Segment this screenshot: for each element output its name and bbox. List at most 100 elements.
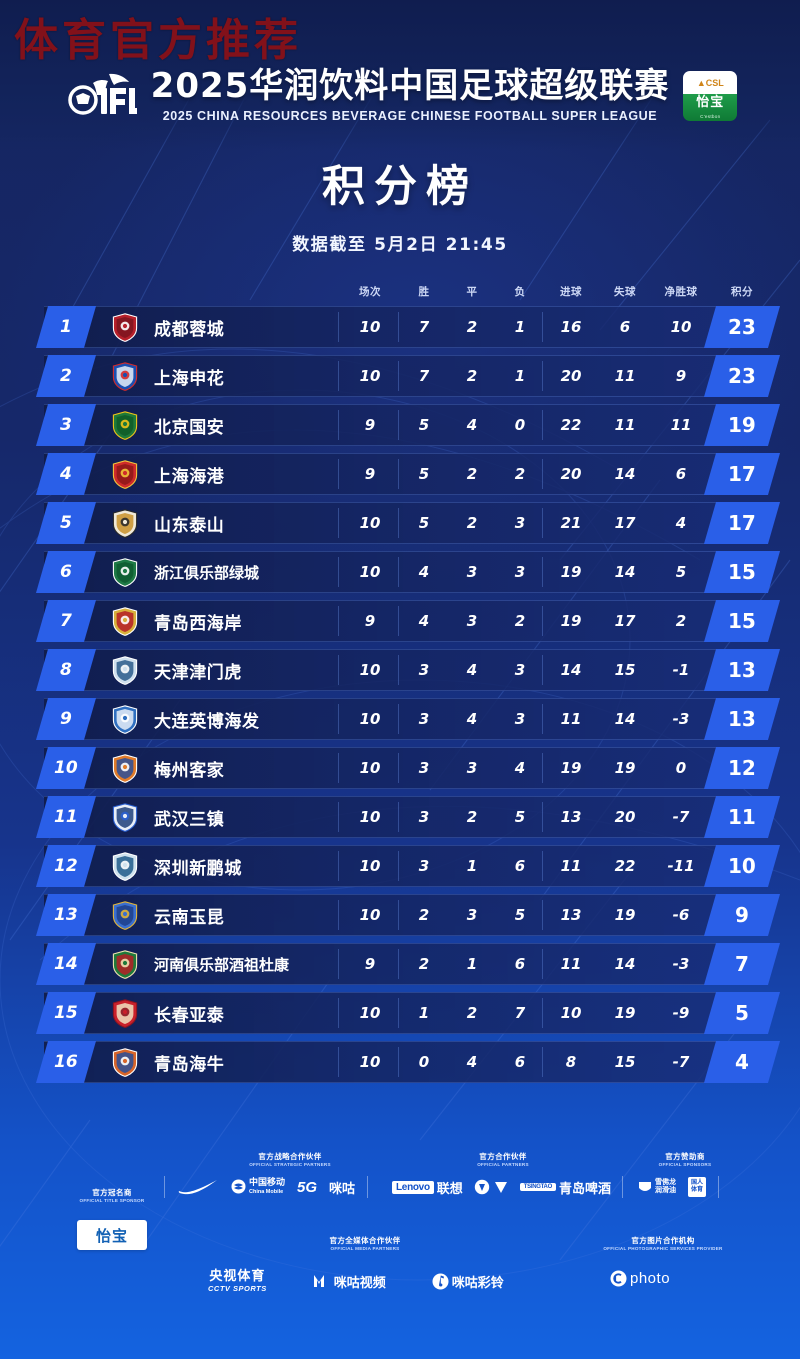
row-divider xyxy=(398,508,399,538)
team-crest xyxy=(102,410,148,440)
points-value: 7 xyxy=(735,952,749,976)
seven-mark-icon xyxy=(494,1182,507,1193)
china-mobile-en: China Mobile xyxy=(249,1188,284,1195)
stat-goals-for: 16 xyxy=(560,318,582,336)
row-background xyxy=(44,1041,756,1083)
team-crest xyxy=(102,802,148,832)
team-name: 云南玉昆 xyxy=(154,907,225,928)
rank-value: 11 xyxy=(54,807,78,827)
stat-played: 9 xyxy=(364,416,376,434)
xuehualong-icon xyxy=(639,1182,651,1191)
table-row[interactable]: 10 梅州客家 10 3 3 4 19 19 0 12 xyxy=(35,747,781,789)
table-row[interactable]: 4 上海海港 9 5 2 2 20 14 6 17 xyxy=(35,453,781,495)
table-row[interactable]: 2 上海申花 10 7 2 1 20 11 9 23 xyxy=(35,355,781,397)
team-name: 成都蓉城 xyxy=(154,319,225,340)
stat-goal-difference: 4 xyxy=(675,514,687,532)
stat-played: 10 xyxy=(359,514,381,532)
row-divider xyxy=(542,900,543,930)
row-divider xyxy=(542,851,543,881)
team-crest xyxy=(102,900,148,930)
points-value: 9 xyxy=(735,903,749,927)
stat-goal-difference: 9 xyxy=(675,367,687,385)
stat-lost: 6 xyxy=(514,857,526,875)
stat-lost: 6 xyxy=(514,1053,526,1071)
row-divider xyxy=(338,361,339,391)
points-value: 17 xyxy=(728,462,756,486)
henan-club-crest xyxy=(112,949,138,979)
guoren-mark: 国人 体育 xyxy=(688,1177,707,1197)
table-row[interactable]: 12 深圳新鹏城 10 3 1 6 11 22 -11 10 xyxy=(35,845,781,887)
stat-won: 3 xyxy=(418,808,430,826)
column-header-won: 胜 xyxy=(418,285,430,298)
points-value: 11 xyxy=(728,805,756,829)
row-background xyxy=(44,551,756,593)
column-header-points: 积分 xyxy=(731,285,753,298)
5g-label: 5G xyxy=(297,1178,318,1196)
table-row[interactable]: 15 长春亚泰 10 1 2 7 10 19 -9 5 xyxy=(35,992,781,1034)
stat-goal-difference: -3 xyxy=(672,710,690,728)
stat-goals-for: 14 xyxy=(560,661,582,679)
table-row[interactable]: 9 大连英博海发 10 3 4 3 11 14 -3 13 xyxy=(35,698,781,740)
stat-goals-for: 21 xyxy=(560,514,582,532)
stat-goals-for: 11 xyxy=(560,710,582,728)
stat-goal-difference: 10 xyxy=(670,318,692,336)
row-divider xyxy=(542,557,543,587)
music-note-icon xyxy=(432,1273,449,1290)
yunnan-yukun-crest xyxy=(112,900,138,930)
stat-won: 4 xyxy=(418,563,430,581)
points-value: 23 xyxy=(728,315,756,339)
row-background xyxy=(44,306,756,348)
watermark-text: 体育官方推荐 xyxy=(14,15,302,66)
stat-lost: 5 xyxy=(514,808,526,826)
column-header-goal-difference: 净胜球 xyxy=(664,285,698,298)
sponsor-footer: 官方战略合作伙伴 OFFICIAL STRATEGIC PARTNERS 官方合… xyxy=(0,1140,800,1359)
points-badge: 5 xyxy=(703,992,781,1034)
table-row[interactable]: 1 成都蓉城 10 7 2 1 16 6 10 23 xyxy=(35,306,781,348)
table-row[interactable]: 13 云南玉昆 10 2 3 5 13 19 -6 9 xyxy=(35,894,781,936)
data-timestamp: 数据截至 5月2日 21:45 xyxy=(292,235,508,255)
team-name: 上海海港 xyxy=(154,466,225,487)
stat-played: 10 xyxy=(359,857,381,875)
table-row[interactable]: 5 山东泰山 10 5 2 3 21 17 4 17 xyxy=(35,502,781,544)
row-background xyxy=(44,845,756,887)
table-row[interactable]: 8 天津津门虎 10 3 4 3 14 15 -1 13 xyxy=(35,649,781,691)
stat-drawn: 1 xyxy=(466,955,478,973)
stat-goals-against: 22 xyxy=(614,857,636,875)
table-row[interactable]: 11 武汉三镇 10 3 2 5 13 20 -7 11 xyxy=(35,796,781,838)
row-divider xyxy=(398,704,399,734)
stat-goals-against: 15 xyxy=(614,1053,636,1071)
league-title-en: 2025 CHINA RESOURCES BEVERAGE CHINESE FO… xyxy=(162,109,658,124)
stat-lost: 6 xyxy=(514,955,526,973)
table-row[interactable]: 3 北京国安 9 5 4 0 22 11 11 19 xyxy=(35,404,781,446)
shanghai-port-crest xyxy=(112,459,138,489)
migu-logo: 咪咕 xyxy=(329,1178,355,1197)
stat-played: 10 xyxy=(359,367,381,385)
yibao-logo-en: C'estbon xyxy=(700,114,721,119)
row-background xyxy=(44,600,756,642)
rank-value: 5 xyxy=(60,513,72,533)
yibao-flame-mark: ▲CSL xyxy=(696,77,724,88)
points-value: 13 xyxy=(728,658,756,682)
cctv-cn: 央视体育 xyxy=(209,1269,266,1284)
table-row[interactable]: 16 青岛海牛 10 0 4 6 8 15 -7 4 xyxy=(35,1041,781,1083)
stat-played: 10 xyxy=(359,808,381,826)
stat-played: 10 xyxy=(359,906,381,924)
stat-lost: 7 xyxy=(514,1004,526,1022)
stat-won: 0 xyxy=(418,1053,430,1071)
stat-won: 7 xyxy=(418,367,430,385)
league-title-cn: 2025华润饮料中国足球超级联赛 xyxy=(150,65,670,106)
table-column-headers: 场次 胜 平 负 进球 失球 净胜球 积分 xyxy=(44,276,756,306)
points-value: 5 xyxy=(735,1001,749,1025)
stat-lost: 5 xyxy=(514,906,526,924)
stat-lost: 3 xyxy=(514,661,526,679)
table-row[interactable]: 7 青岛西海岸 9 4 3 2 19 17 2 15 xyxy=(35,600,781,642)
standings-rows: 1 成都蓉城 10 7 2 1 16 6 10 23 2 上海申花 10 7 2 1 20 11 9 23 3 北京… xyxy=(35,306,781,1083)
rank-value: 4 xyxy=(60,464,72,484)
stat-goals-for: 19 xyxy=(560,759,582,777)
stat-goals-against: 11 xyxy=(614,367,636,385)
table-row[interactable]: 14 河南俱乐部酒祖杜康 9 2 1 6 11 14 -3 7 xyxy=(35,943,781,985)
row-divider xyxy=(338,1047,339,1077)
team-name: 深圳新鹏城 xyxy=(154,858,242,879)
table-row[interactable]: 6 浙江俱乐部绿城 10 4 3 3 19 14 5 15 xyxy=(35,551,781,593)
rank-value: 3 xyxy=(60,415,72,435)
